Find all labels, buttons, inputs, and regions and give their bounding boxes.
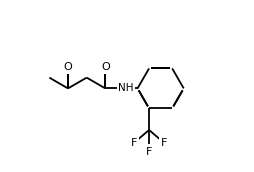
- Text: F: F: [146, 147, 152, 157]
- Text: NH: NH: [118, 83, 134, 93]
- Text: O: O: [64, 62, 72, 72]
- Text: F: F: [131, 138, 137, 148]
- Text: F: F: [161, 138, 167, 148]
- Text: O: O: [101, 62, 110, 72]
